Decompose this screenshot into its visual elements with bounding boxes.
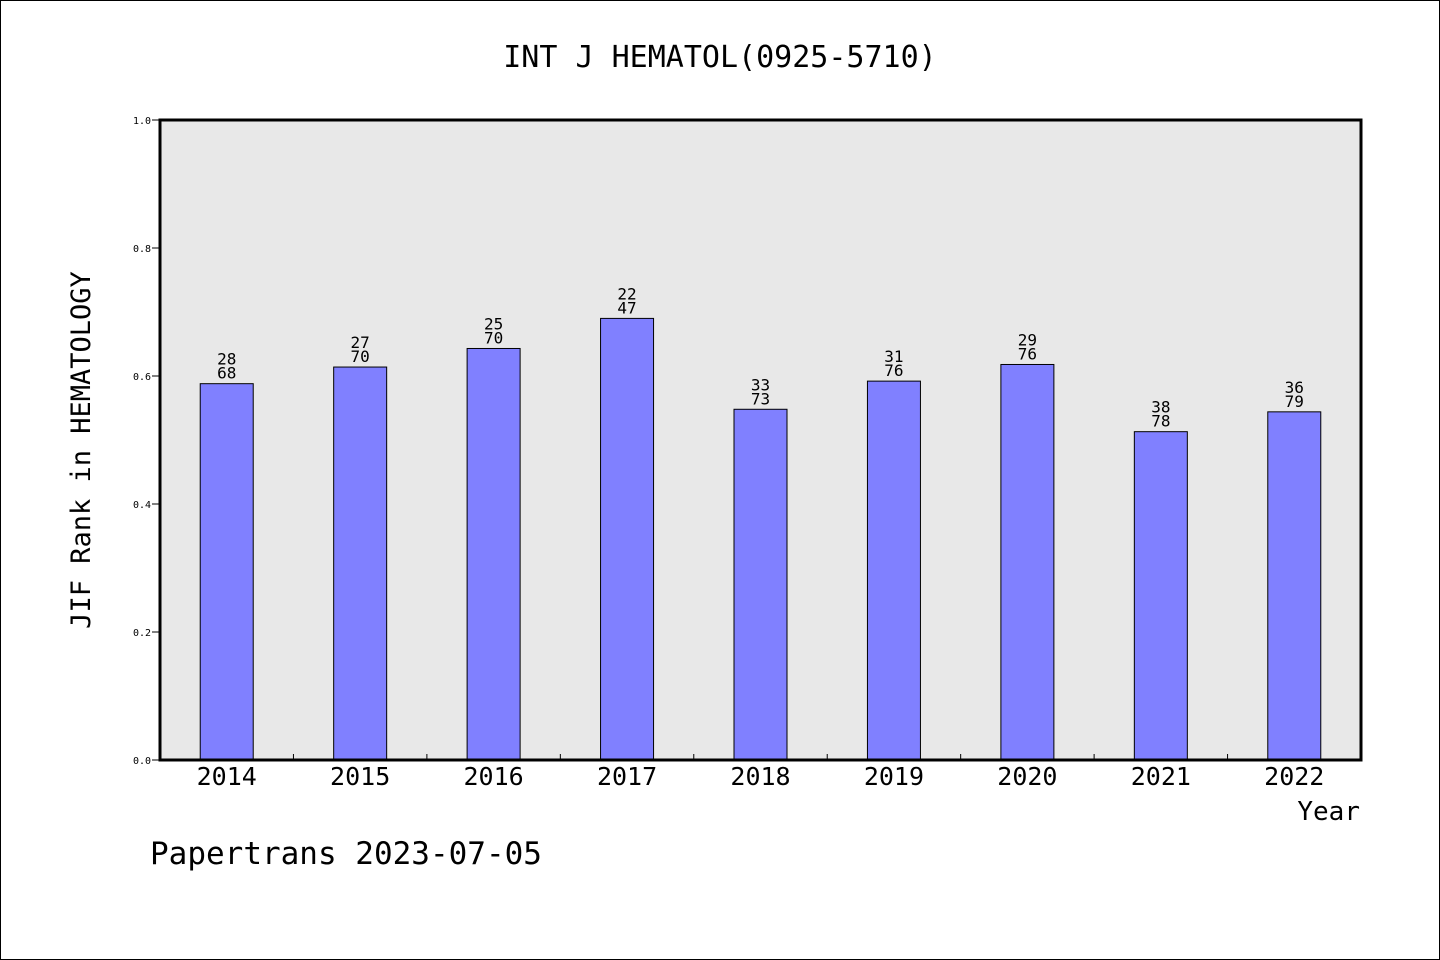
bar-2017 [600, 317, 655, 761]
bar-rank-label: 38 [1151, 398, 1170, 417]
bar-2015 [333, 366, 388, 761]
y-axis: 0.0 0.2 0.4 0.6 0.8 1.0 [133, 116, 160, 767]
bar-rank-label: 28 [217, 350, 236, 369]
x-tick-label: 2016 [464, 762, 524, 791]
y-tick-label: 0.8 [133, 244, 151, 255]
bar-total-label: 76 [884, 361, 903, 380]
bar-total-label: 73 [751, 389, 770, 408]
y-tick-label: 0.0 [133, 756, 151, 767]
bar-rank-label: 29 [1018, 330, 1037, 349]
bar-rank-label: 36 [1285, 378, 1304, 397]
bar-2016 [466, 347, 521, 761]
x-tick-label: 2022 [1264, 762, 1324, 791]
bar-rank-label: 31 [884, 347, 903, 366]
bar-2014 [199, 383, 254, 761]
y-tick-label: 0.6 [133, 372, 151, 383]
plot-border [158, 118, 1363, 762]
bar-2022 [1267, 411, 1322, 761]
x-tick-label: 2015 [330, 762, 390, 791]
footer-text: Papertrans 2023-07-05 [150, 836, 542, 872]
bar-total-label: 76 [1018, 344, 1037, 363]
bar-total-label: 70 [484, 328, 503, 347]
bar-rank-label: 25 [484, 314, 503, 333]
chart-title: INT J HEMATOL(0925-5710) [503, 40, 936, 75]
y-tick-label: 0.2 [133, 628, 151, 639]
x-tick-label: 2020 [997, 762, 1057, 791]
bar-rank-label: 22 [617, 284, 636, 303]
x-tick-label: 2017 [597, 762, 657, 791]
bar-2021 [1133, 431, 1188, 761]
bar-total-label: 79 [1285, 392, 1304, 411]
y-tick-label: 0.4 [133, 500, 151, 511]
x-tick-label: 2018 [730, 762, 790, 791]
bar-2020 [1000, 363, 1055, 761]
bar-rank-label: 27 [351, 333, 370, 352]
bar-total-label: 70 [351, 347, 370, 366]
x-tick-label: 2019 [864, 762, 924, 791]
bar-2018 [733, 408, 788, 761]
bar-total-label: 47 [617, 298, 636, 317]
bar-rank-label: 33 [751, 375, 770, 394]
y-tick-label: 1.0 [133, 116, 151, 127]
y-axis-label: JIF Rank in HEMATOLOGY [66, 271, 97, 629]
bar-total-label: 68 [217, 364, 236, 383]
bar-series [199, 317, 1322, 761]
x-tick-label: 2021 [1131, 762, 1191, 791]
bar-total-label: 78 [1151, 412, 1170, 431]
x-axis: 2014 2015 2016 2017 2018 2019 2020 2021 2022 [197, 754, 1324, 791]
x-axis-label: Year [1297, 797, 1360, 827]
x-tick-label: 2014 [197, 762, 257, 791]
bar-2019 [866, 380, 921, 761]
